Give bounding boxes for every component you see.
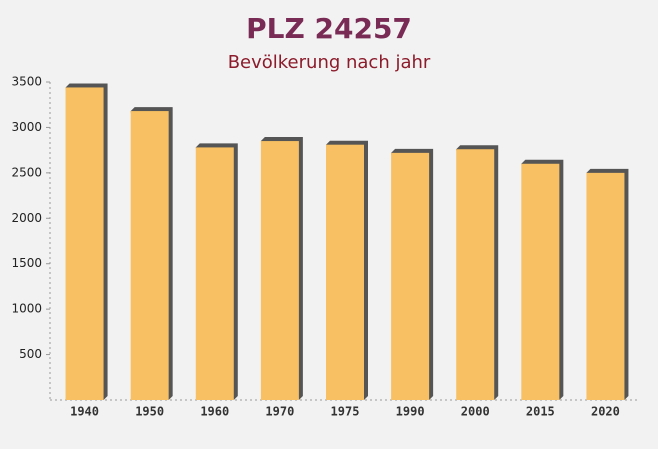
y-tick-label: 1000 — [11, 302, 42, 316]
x-tick-label: 2015 — [526, 405, 555, 419]
x-tick-label: 1970 — [265, 405, 294, 419]
bar — [586, 172, 625, 400]
y-tick-label: 2500 — [11, 165, 42, 179]
x-tick-label: 1940 — [70, 405, 99, 419]
bar — [195, 147, 234, 400]
bar — [391, 152, 430, 400]
x-tick-label: 2000 — [461, 405, 490, 419]
x-tick-label: 1975 — [331, 405, 360, 419]
chart-title: PLZ 24257 — [246, 12, 412, 45]
bar — [260, 141, 299, 401]
x-tick-label: 1960 — [200, 405, 229, 419]
y-tick-label: 3500 — [11, 75, 42, 89]
bar — [65, 87, 104, 401]
x-tick-label: 1990 — [396, 405, 425, 419]
y-tick-label: 1500 — [11, 256, 42, 270]
bar — [521, 163, 560, 400]
bar — [130, 111, 169, 401]
y-tick-label: 3000 — [11, 120, 42, 134]
bar — [456, 149, 495, 400]
chart-subtitle: Bevölkerung nach jahr — [228, 52, 431, 73]
x-tick-label: 1950 — [135, 405, 164, 419]
y-tick-label: 2000 — [11, 211, 42, 225]
x-tick-label: 2020 — [591, 405, 620, 419]
bar — [326, 144, 364, 400]
y-tick-label: 500 — [19, 347, 42, 361]
